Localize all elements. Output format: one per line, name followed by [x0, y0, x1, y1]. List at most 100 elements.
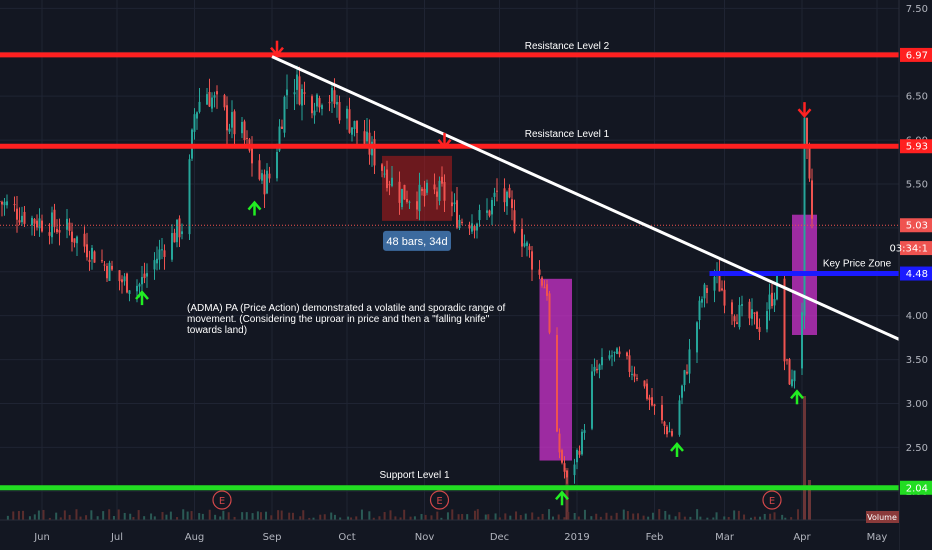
- arrows: [135, 40, 812, 506]
- candle-body-29: [101, 260, 103, 262]
- candle-body-137: [476, 223, 478, 231]
- time-axis-bg: [0, 520, 899, 550]
- candle-body-144: [503, 188, 506, 203]
- x-tick-label-0: Jun: [33, 532, 50, 543]
- volume-tick-115: [615, 512, 618, 520]
- candle-body-122: [423, 188, 426, 197]
- volume-tick-113: [605, 512, 608, 520]
- candle-body-153: [531, 251, 533, 270]
- volume-tick-42: [227, 512, 230, 520]
- volume-tick-23: [129, 513, 132, 520]
- volume-tick-1: [12, 511, 15, 520]
- candle-body-174: [608, 355, 611, 359]
- candle-body-216: [753, 312, 756, 314]
- x-tick-label-5: Nov: [415, 532, 435, 543]
- price-label-text-3: 03:34:1: [889, 244, 928, 255]
- volume-bar-0: [565, 468, 569, 520]
- candle-body-202: [703, 284, 706, 299]
- candle-body-86: [298, 76, 301, 105]
- candle-body-218: [758, 327, 761, 332]
- volume-label-box: [866, 511, 899, 523]
- volume-bar-1: [803, 396, 806, 520]
- x-tick-label-6: Dec: [490, 532, 509, 543]
- candle-body-176: [613, 351, 616, 353]
- candle-body-73: [251, 146, 253, 164]
- earnings-marker-label-2: E: [769, 496, 775, 507]
- volume-tick-27: [150, 513, 153, 520]
- candle-body-19: [66, 218, 68, 230]
- candle-body-159: [556, 334, 558, 432]
- candle-body-8: [23, 211, 26, 224]
- candle-body-203: [706, 288, 708, 294]
- volume-tick-21: [117, 509, 120, 520]
- candle-body-49: [171, 233, 173, 260]
- candle-body-44: [153, 260, 156, 270]
- volume-tick-37: [201, 513, 204, 520]
- volume-tick-114: [610, 515, 613, 520]
- candle-body-18: [58, 229, 61, 233]
- candle-body-6: [18, 220, 21, 223]
- volume-tick-146: [781, 514, 784, 520]
- candle-body-133: [461, 221, 463, 223]
- candle-body-76: [263, 174, 266, 195]
- candle-body-16: [53, 209, 56, 227]
- candle-body-177: [616, 348, 618, 354]
- price-label-box-4: [900, 266, 932, 281]
- volume-tick-54: [291, 512, 294, 520]
- candle-body-103: [356, 120, 358, 134]
- candle-body-56: [193, 114, 196, 132]
- candle-body-215: [751, 309, 753, 319]
- volume-tick-44: [241, 512, 244, 520]
- volume-tick-106: [567, 511, 570, 520]
- candle-body-138: [478, 210, 481, 221]
- candle-body-58: [198, 101, 201, 112]
- volume-tick-33: [182, 509, 185, 520]
- annotation-text: (ADMA) PA (Price Action) demonstrated a …: [187, 303, 506, 336]
- candle-body-221: [771, 292, 773, 307]
- candle-body-129: [451, 202, 453, 207]
- candle-body-102: [353, 121, 356, 129]
- candle-body-47: [161, 249, 163, 251]
- y-tick-label-9: 3.00: [906, 399, 928, 410]
- candle-body-230: [803, 117, 806, 316]
- candle-body-207: [721, 288, 723, 291]
- candle-body-63: [216, 91, 218, 95]
- level-label-0: Resistance Level 2: [525, 41, 610, 52]
- volume-tick-7: [42, 509, 45, 520]
- price-label-text-5: 2.04: [906, 483, 928, 494]
- volume-tick-144: [769, 513, 772, 520]
- candle-body-89: [311, 96, 313, 114]
- candle-body-70: [243, 121, 246, 141]
- volume-tick-110: [590, 516, 593, 520]
- down-arrow-head-0: [270, 46, 284, 57]
- candle-body-52: [178, 218, 181, 238]
- candle-body-34: [118, 270, 121, 282]
- candle-body-223: [776, 275, 778, 300]
- candle-body-136: [473, 226, 476, 231]
- volume-tick-91: [487, 514, 490, 520]
- volume-tick-102: [548, 509, 551, 520]
- candle-body-113: [391, 177, 393, 186]
- volume-tick-62: [333, 514, 336, 520]
- candle-body-169: [591, 371, 593, 429]
- candle-body-115: [401, 189, 403, 207]
- candle-body-30: [103, 264, 106, 266]
- candle-body-228: [793, 370, 796, 382]
- candle-body-3: [6, 201, 8, 206]
- annotation-line-2: towards land): [187, 325, 247, 336]
- candle-body-131: [456, 200, 458, 228]
- volume-tick-79: [424, 514, 427, 520]
- level-label-2: Key Price Zone: [823, 259, 892, 270]
- candle-body-170: [593, 366, 596, 372]
- volume-tick-71: [383, 512, 386, 520]
- candle-body-232: [808, 144, 811, 179]
- volume-tick-20: [112, 515, 115, 520]
- candle-body-23: [76, 236, 78, 244]
- candle-body-17: [56, 228, 58, 233]
- volume-tick-145: [773, 512, 776, 520]
- candle-body-233: [811, 180, 813, 219]
- price-label-box-0: [900, 47, 932, 62]
- candle-body-199: [696, 322, 698, 353]
- candle-body-188: [653, 404, 656, 407]
- volume-tick-3: [22, 510, 25, 520]
